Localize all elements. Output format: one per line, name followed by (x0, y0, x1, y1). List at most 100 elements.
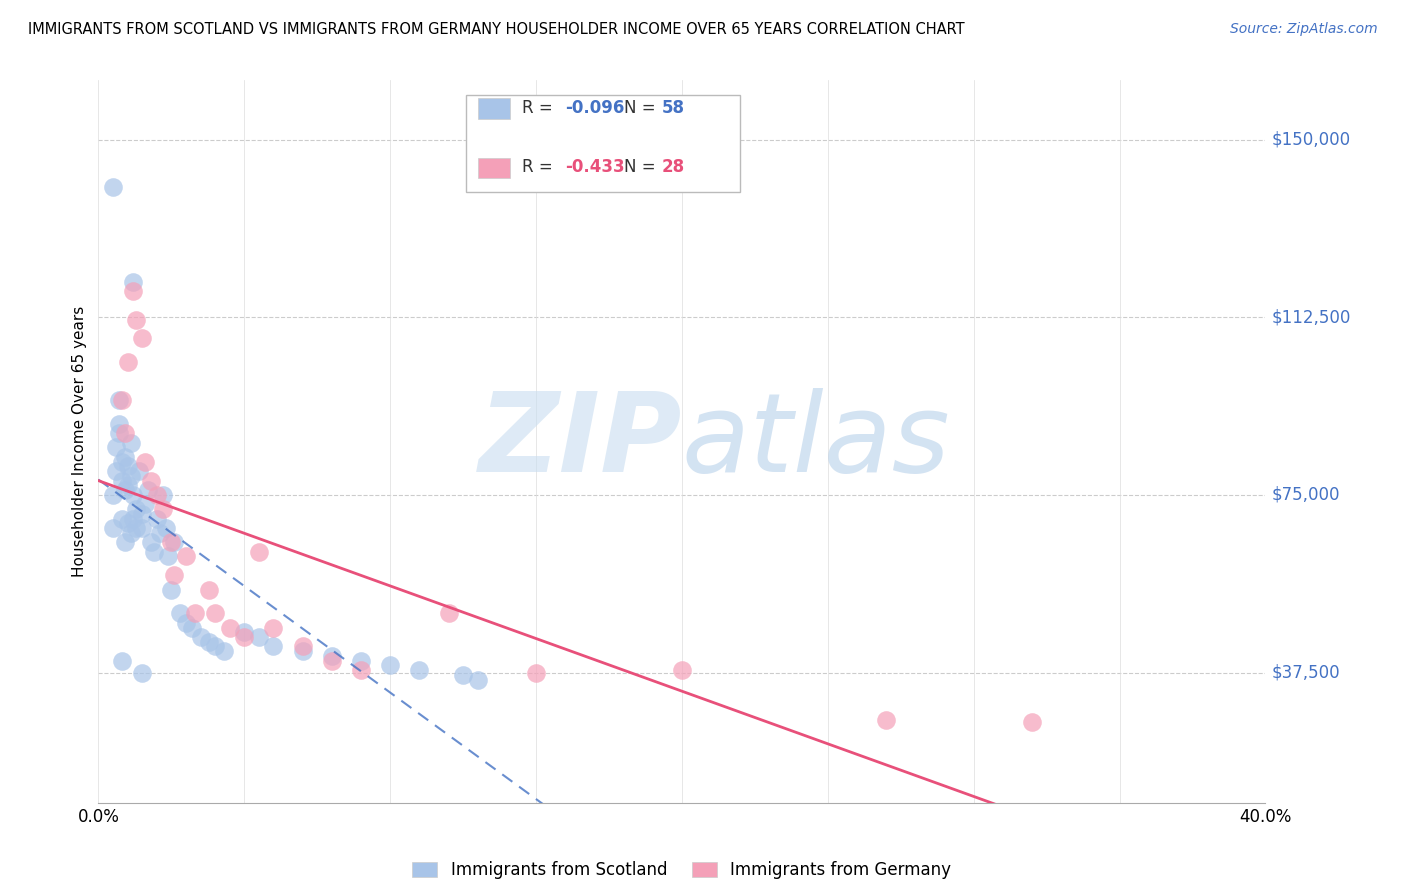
Text: $112,500: $112,500 (1271, 308, 1351, 326)
Point (149, 525, 172, 540)
Point (101, 521, 124, 535)
Point (190, 630, 212, 644)
Point (247, 630, 270, 644)
Point (139, 535, 162, 549)
Point (114, 450, 136, 464)
Point (180, 620, 202, 634)
Point (117, 516, 139, 531)
Text: Source: ZipAtlas.com: Source: ZipAtlas.com (1230, 22, 1378, 37)
Point (875, 713, 897, 727)
Point (169, 607, 191, 621)
Point (104, 464, 127, 478)
Point (104, 441, 127, 455)
Point (117, 459, 139, 474)
Point (408, 663, 430, 677)
Point (114, 483, 136, 497)
Text: R =: R = (522, 99, 558, 117)
Text: -0.096: -0.096 (565, 99, 624, 117)
Point (1021, 715, 1043, 730)
Point (114, 535, 136, 549)
Point (174, 549, 197, 564)
Point (139, 474, 162, 488)
Text: ZIP: ZIP (478, 388, 682, 495)
Point (262, 640, 284, 654)
Point (233, 630, 256, 644)
Point (131, 507, 153, 521)
Point (212, 644, 235, 658)
Text: N =: N = (624, 99, 661, 117)
Point (163, 535, 186, 549)
Point (157, 549, 180, 564)
FancyBboxPatch shape (478, 98, 510, 119)
Point (120, 435, 142, 450)
Point (152, 488, 174, 502)
Point (146, 488, 169, 502)
Point (111, 654, 134, 668)
Point (101, 180, 124, 194)
Point (218, 620, 240, 634)
Text: atlas: atlas (682, 388, 950, 495)
Point (108, 426, 131, 441)
Point (183, 607, 205, 621)
Point (198, 582, 221, 597)
Point (142, 544, 165, 558)
Point (671, 663, 693, 677)
Point (451, 668, 474, 682)
Point (350, 663, 373, 677)
Point (163, 568, 186, 582)
Point (111, 511, 134, 525)
Text: $37,500: $37,500 (1271, 664, 1340, 681)
Point (291, 644, 314, 658)
Point (108, 417, 131, 431)
Point (131, 665, 153, 680)
Point (120, 525, 142, 540)
Point (114, 426, 136, 441)
Point (122, 284, 145, 298)
Point (120, 469, 142, 483)
Point (111, 393, 134, 408)
Text: IMMIGRANTS FROM SCOTLAND VS IMMIGRANTS FROM GERMANY HOUSEHOLDER INCOME OVER 65 Y: IMMIGRANTS FROM SCOTLAND VS IMMIGRANTS F… (28, 22, 965, 37)
Point (321, 654, 343, 668)
Point (174, 615, 197, 630)
Point (125, 521, 148, 535)
Point (155, 521, 177, 535)
Point (128, 464, 150, 478)
Y-axis label: Householder Income Over 65 years: Householder Income Over 65 years (72, 306, 87, 577)
Text: $75,000: $75,000 (1271, 486, 1340, 504)
Point (467, 673, 489, 687)
Text: R =: R = (522, 158, 558, 176)
Point (321, 648, 343, 663)
Point (524, 665, 547, 680)
Point (122, 275, 145, 289)
Point (131, 331, 153, 345)
Point (131, 521, 153, 535)
Point (204, 607, 226, 621)
Point (122, 488, 145, 502)
Point (152, 502, 174, 516)
Point (108, 393, 131, 408)
Point (134, 497, 156, 511)
Text: 58: 58 (662, 99, 685, 117)
Point (198, 634, 221, 648)
Point (204, 640, 226, 654)
Point (146, 511, 169, 525)
Point (134, 455, 156, 469)
Point (111, 455, 134, 469)
Point (117, 355, 139, 369)
Point (101, 488, 124, 502)
Point (117, 478, 139, 492)
Point (380, 658, 402, 673)
Text: $150,000: $150,000 (1271, 130, 1350, 148)
Point (160, 535, 183, 549)
Text: 28: 28 (662, 158, 685, 176)
Text: -0.433: -0.433 (565, 158, 624, 176)
Point (111, 474, 134, 488)
Point (125, 312, 148, 326)
Point (122, 511, 145, 525)
Point (125, 502, 148, 516)
Point (262, 620, 284, 634)
Point (233, 625, 256, 640)
FancyBboxPatch shape (465, 95, 741, 193)
Point (247, 544, 270, 558)
Text: N =: N = (624, 158, 661, 176)
